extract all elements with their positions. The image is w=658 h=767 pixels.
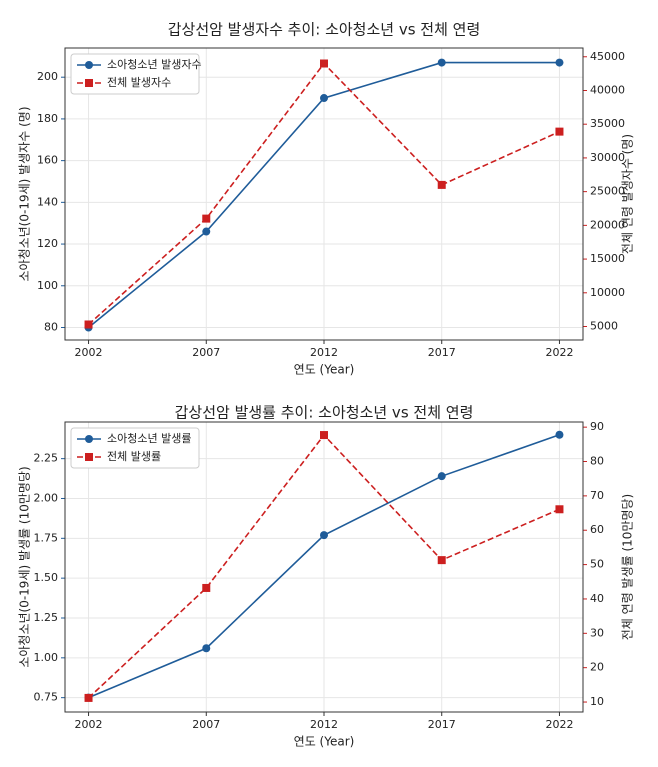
marker (320, 531, 328, 540)
y-tick-label: 120 (37, 237, 58, 250)
y-tick-label: 180 (37, 112, 58, 125)
marker (555, 58, 564, 67)
x-tick-label: 2022 (545, 718, 573, 731)
y-tick-label: 1.75 (34, 531, 59, 544)
x-tick-label: 2007 (192, 346, 220, 359)
y2-tick-label: 10000 (590, 286, 625, 299)
y-tick-label: 2.00 (34, 491, 59, 504)
y2-tick-label: 50 (590, 558, 604, 571)
y2-tick-label: 20000 (590, 218, 625, 231)
y-tick-label: 160 (37, 154, 58, 167)
y2-tick-label: 60 (590, 523, 604, 536)
legend-marker (85, 61, 93, 69)
y-tick-label: 1.00 (34, 651, 59, 664)
y2-tick-label: 80 (590, 455, 604, 468)
marker (202, 214, 211, 223)
x-axis-label: 연도 (Year) (294, 363, 355, 377)
y-tick-label: 140 (37, 195, 58, 208)
y-tick-label: 1.50 (34, 571, 59, 584)
x-axis-label: 연도 (Year) (294, 735, 355, 749)
y2-tick-label: 40 (590, 592, 604, 605)
y2-tick-label: 70 (590, 489, 604, 502)
y-axis-label: 소아청소년(0-19세) 발생자수 (명) (18, 106, 32, 281)
marker (84, 320, 93, 329)
plot-frame (64, 421, 584, 713)
x-tick-label: 2002 (75, 718, 103, 731)
y-axis-label: 소아청소년(0-19세) 발생률 (10만명당) (18, 466, 32, 667)
marker (555, 430, 564, 439)
y2-tick-label: 90 (590, 420, 604, 433)
marker (437, 180, 446, 189)
y2-tick-label: 35000 (590, 117, 625, 130)
marker (320, 431, 328, 440)
y2-tick-label: 40000 (590, 83, 625, 96)
legend-frame (70, 427, 200, 469)
legend-marker (85, 435, 93, 443)
legend-label: 전체 발생률 (107, 450, 161, 463)
y2-tick-label: 10 (590, 695, 604, 708)
plot-frame (64, 47, 584, 341)
x-tick-label: 2022 (545, 346, 573, 359)
x-tick-label: 2017 (428, 346, 456, 359)
marker (437, 472, 446, 481)
marker (84, 693, 93, 702)
chart-title: 갑상선암 발생률 추이: 소아청소년 vs 전체 연령 (175, 404, 474, 422)
legend-frame (70, 53, 200, 95)
y-tick-label: 1.25 (34, 611, 59, 624)
marker (202, 227, 211, 236)
legend-label: 전체 발생자수 (107, 76, 171, 89)
y-tick-label: 80 (44, 320, 58, 333)
x-tick-label: 2002 (75, 346, 103, 359)
marker (320, 59, 328, 68)
marker (320, 94, 328, 103)
marker (555, 505, 564, 514)
legend-marker (85, 79, 93, 87)
x-tick-label: 2012 (310, 718, 338, 731)
marker (437, 556, 446, 565)
y-tick-label: 100 (37, 279, 58, 292)
y2-tick-label: 30000 (590, 151, 625, 164)
y2-tick-label: 30 (590, 626, 604, 639)
chart-title: 갑상선암 발생자수 추이: 소아청소년 vs 전체 연령 (168, 21, 481, 39)
marker (437, 58, 446, 67)
x-tick-label: 2012 (310, 346, 338, 359)
y-tick-label: 2.25 (34, 452, 59, 465)
legend-label: 소아청소년 발생률 (107, 432, 191, 445)
x-tick-label: 2017 (428, 718, 456, 731)
y2-tick-label: 25000 (590, 185, 625, 198)
y-tick-label: 200 (37, 70, 58, 83)
y2-axis-label: 전체 연령 발생자수 (명) (621, 134, 635, 254)
y2-axis-label: 전체 연령 발생률 (10만명당) (621, 494, 635, 640)
x-tick-label: 2007 (192, 718, 220, 731)
y-tick-label: 0.75 (34, 691, 59, 704)
y2-tick-label: 20 (590, 661, 604, 674)
marker (555, 127, 564, 136)
y2-tick-label: 45000 (590, 50, 625, 63)
legend-marker (85, 453, 93, 461)
y2-tick-label: 15000 (590, 252, 625, 265)
marker (202, 583, 211, 592)
y2-tick-label: 5000 (590, 320, 618, 333)
marker (202, 644, 211, 653)
legend-label: 소아청소년 발생자수 (107, 58, 202, 71)
